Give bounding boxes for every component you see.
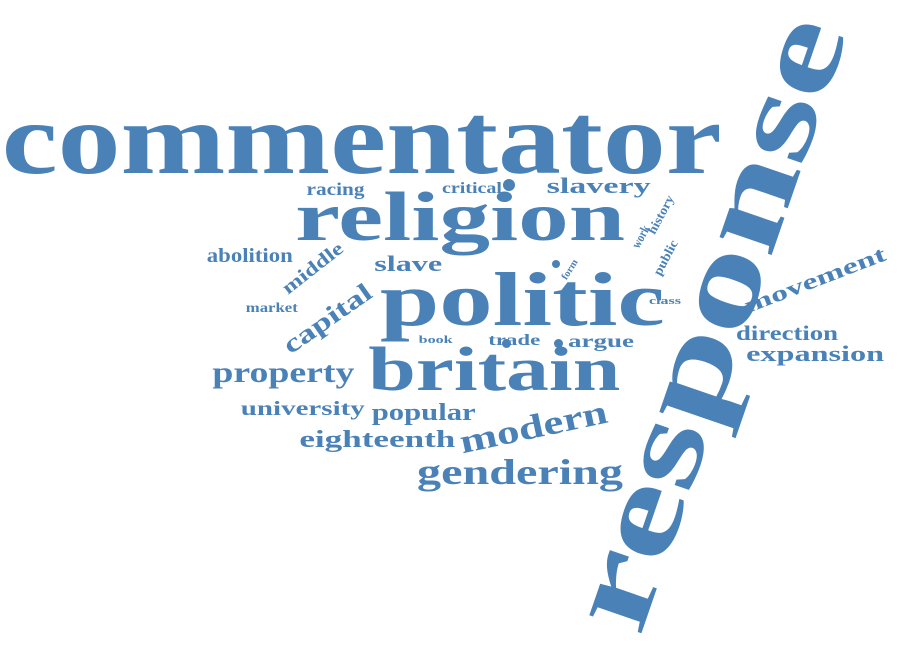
word-property: property [211,356,354,389]
word-university: university [241,398,365,420]
word-britain: britain [368,336,620,404]
word-trade: trade [488,332,540,349]
word-book: book [419,333,453,346]
word-class: class [649,294,681,307]
word-critical: critical [442,180,502,197]
separator-dot [552,260,560,268]
word-eighteenth: eighteenth [299,427,455,453]
word-argue: argue [568,331,634,351]
word-popular: popular [372,400,476,426]
word-abolition: abolition [206,245,293,267]
word-expansion: expansion [746,341,884,366]
word-politic: politic [379,258,665,342]
word-direction: direction [735,320,838,345]
word-racing: racing [306,179,364,199]
word-modern: modern [456,393,612,462]
word-slave: slave [373,251,442,276]
word-slavery: slavery [546,173,651,198]
word-gendering: gendering [416,452,623,492]
separator-dot [501,338,511,348]
separator-dot [503,179,515,191]
word-religion: religion [295,179,625,256]
word-commentator: commentator [1,83,722,196]
word-market: market [245,301,298,316]
separator-dot [553,338,563,348]
